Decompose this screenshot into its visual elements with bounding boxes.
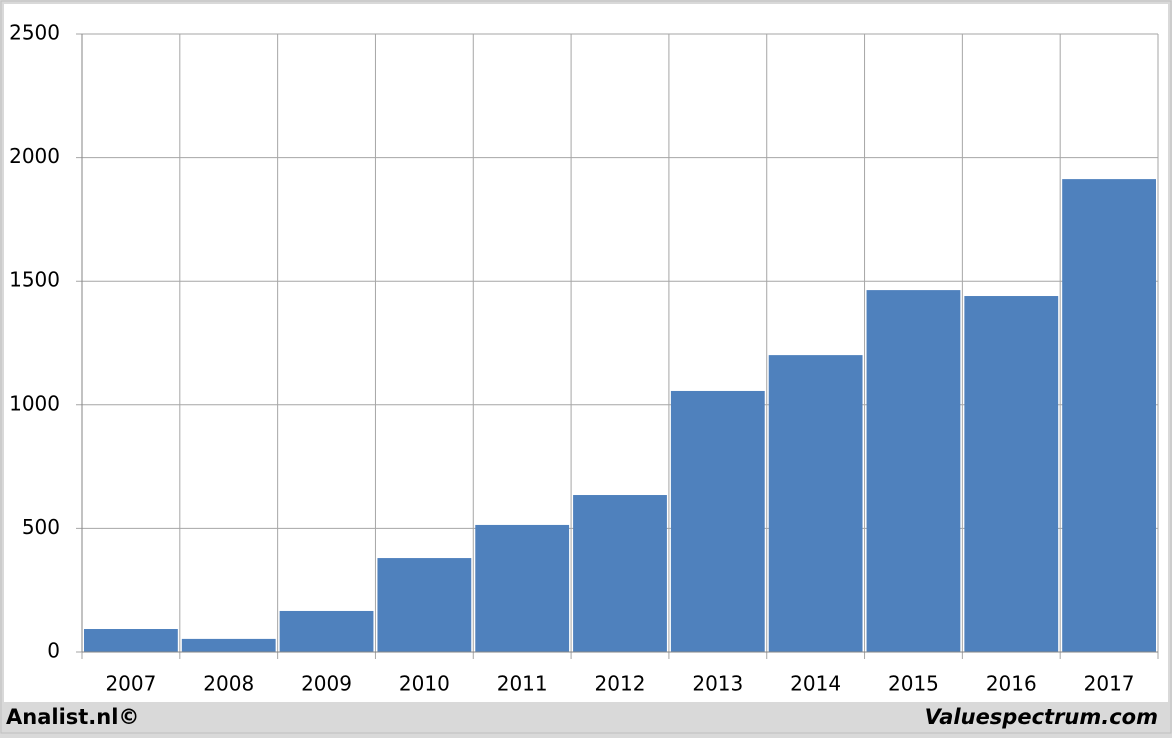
bar bbox=[475, 524, 570, 652]
bar bbox=[573, 495, 667, 652]
bar bbox=[670, 390, 765, 652]
x-tick-label: 2007 bbox=[105, 672, 156, 696]
y-tick-label: 1000 bbox=[9, 391, 60, 415]
x-tick-label: 2013 bbox=[692, 672, 743, 696]
x-tick-label: 2010 bbox=[399, 672, 450, 696]
x-tick-label: 2011 bbox=[497, 672, 548, 696]
bar bbox=[866, 290, 961, 652]
x-tick-label: 2009 bbox=[301, 672, 352, 696]
bar bbox=[964, 296, 1059, 652]
x-tick-label: 2014 bbox=[790, 672, 841, 696]
bar bbox=[279, 610, 374, 652]
x-tick-label: 2015 bbox=[888, 672, 939, 696]
footer-right: Valuespectrum.com bbox=[925, 705, 1158, 729]
x-tick-label: 2017 bbox=[1084, 672, 1135, 696]
bar bbox=[84, 629, 178, 652]
x-tick-label: 2008 bbox=[203, 672, 254, 696]
bar bbox=[181, 638, 276, 652]
y-tick-label: 1500 bbox=[9, 268, 60, 292]
x-tick-label: 2012 bbox=[595, 672, 646, 696]
footer-left: Analist.nl© bbox=[6, 705, 139, 729]
y-tick-label: 2500 bbox=[9, 21, 60, 45]
y-tick-label: 500 bbox=[22, 515, 60, 539]
bar bbox=[377, 558, 472, 652]
x-tick-label: 2016 bbox=[986, 672, 1037, 696]
bar bbox=[768, 355, 863, 652]
bar bbox=[1062, 179, 1156, 653]
y-tick-label: 2000 bbox=[9, 144, 60, 168]
y-tick-label: 0 bbox=[47, 639, 60, 663]
